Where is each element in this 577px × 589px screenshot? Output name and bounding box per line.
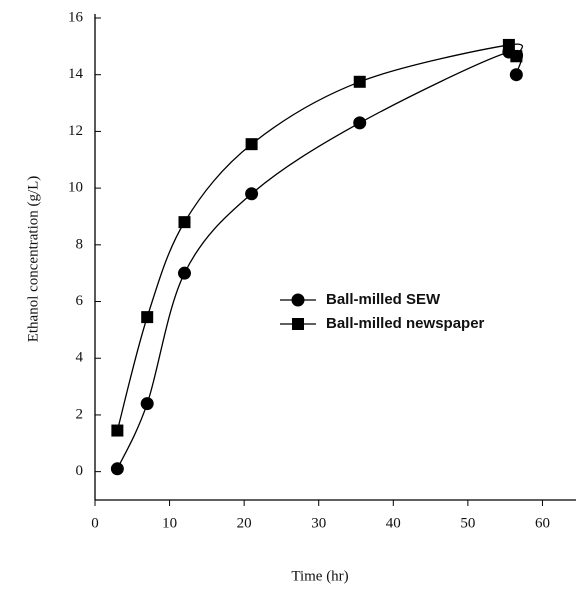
y-tick-label: 2 <box>76 406 84 422</box>
legend-marker <box>291 293 305 307</box>
y-tick-label: 4 <box>76 350 84 366</box>
x-tick-label: 40 <box>386 515 401 531</box>
data-point <box>111 424 124 437</box>
y-tick-label: 16 <box>68 9 84 25</box>
series-line <box>116 49 523 470</box>
data-point <box>502 38 515 51</box>
x-tick-label: 50 <box>460 515 475 531</box>
y-tick-label: 12 <box>68 123 83 139</box>
legend-label: Ball-milled SEW <box>326 291 441 308</box>
data-point <box>245 138 258 151</box>
data-point <box>353 75 366 88</box>
data-point <box>510 50 523 63</box>
x-axis-label: Time (hr) <box>291 568 348 584</box>
data-point <box>141 311 154 324</box>
data-point <box>140 397 154 411</box>
data-point <box>177 266 191 280</box>
y-tick-label: 10 <box>68 180 83 196</box>
legend-label: Ball-milled newspaper <box>326 315 485 332</box>
x-tick-label: 0 <box>91 515 99 531</box>
x-tick-label: 30 <box>311 515 326 531</box>
x-tick-label: 20 <box>237 515 252 531</box>
y-tick-label: 14 <box>68 66 84 82</box>
y-tick-label: 8 <box>76 236 84 252</box>
y-tick-label: 0 <box>76 463 84 479</box>
y-tick-label: 6 <box>76 293 84 309</box>
data-point <box>110 462 124 476</box>
x-tick-label: 10 <box>162 515 177 531</box>
data-point <box>353 116 367 130</box>
x-tick-label: 60 <box>535 515 550 531</box>
data-point <box>509 68 523 82</box>
legend-marker <box>292 318 304 330</box>
data-point <box>245 187 259 201</box>
data-point <box>178 216 191 229</box>
y-axis-label: Ethanol concentration (g/L) <box>25 176 41 343</box>
series-line <box>116 43 524 431</box>
